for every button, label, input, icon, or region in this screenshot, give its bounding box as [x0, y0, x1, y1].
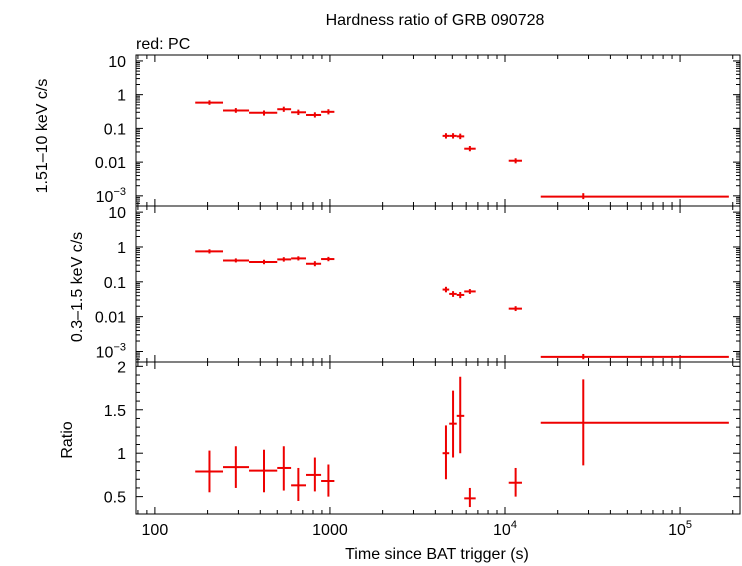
data-point — [449, 291, 457, 297]
data-point — [277, 446, 292, 491]
y-tick-label: 10 — [108, 205, 126, 222]
data-point — [540, 379, 729, 466]
data-point — [306, 261, 322, 267]
y-tick-label: 0.1 — [104, 121, 126, 138]
data-point — [249, 449, 278, 493]
data-point — [321, 464, 335, 497]
x-tick-label: 100 — [142, 522, 169, 539]
x-tick-label: 104 — [493, 519, 517, 539]
data-point — [195, 450, 224, 493]
x-tick-label: 105 — [668, 519, 692, 539]
y-tick-label: 10−3 — [96, 186, 126, 206]
data-point — [449, 390, 457, 458]
data-point — [249, 110, 278, 116]
panel-frame — [135, 205, 741, 363]
data-point — [442, 133, 450, 139]
panel-middle: 10 1 0.1 0.01 10−3 0.3–1.5 keV c/s — [69, 205, 741, 363]
y-tick-label: 1 — [117, 88, 126, 105]
data-point — [456, 376, 465, 454]
data-point — [442, 425, 450, 480]
data-point — [291, 256, 307, 261]
chart-title: Hardness ratio of GRB 090728 — [326, 12, 545, 29]
y-axis-label: Ratio — [59, 421, 76, 458]
panel-frame — [135, 54, 741, 207]
x-axis-label: Time since BAT trigger (s) — [345, 546, 529, 563]
data-point — [223, 446, 250, 488]
data-point — [277, 106, 292, 112]
data-point — [540, 193, 729, 200]
data-point — [291, 467, 307, 501]
data-point — [321, 109, 335, 115]
data-point — [456, 133, 465, 140]
panel-frame — [135, 361, 741, 515]
data-point — [508, 467, 522, 497]
panel-top: 10 1 0.1 0.01 10−3 1.51–10 keV c/s — [34, 54, 741, 207]
y-tick-label: 0.01 — [95, 155, 126, 172]
data-point — [306, 457, 322, 492]
y-tick-label: 0.01 — [95, 310, 126, 327]
data-point — [223, 258, 250, 263]
y-axis-label: 1.51–10 keV c/s — [34, 79, 51, 194]
data-point — [195, 100, 224, 105]
data-point — [195, 249, 224, 254]
y-tick-label: 0.1 — [104, 275, 126, 292]
y-tick-label: 2 — [117, 359, 126, 376]
data-point — [464, 487, 476, 508]
data-point — [442, 286, 450, 293]
y-tick-label: 1 — [117, 446, 126, 463]
data-point — [464, 146, 476, 152]
y-tick-label: 10 — [108, 54, 126, 71]
y-tick-label: 0.5 — [104, 490, 126, 507]
data-point — [540, 353, 729, 360]
data-point — [464, 289, 476, 294]
y-axis-label: 0.3–1.5 keV c/s — [69, 232, 86, 342]
data-point — [306, 112, 322, 118]
data-point — [223, 108, 250, 113]
data-point — [321, 256, 335, 262]
y-tick-label: 10−3 — [96, 342, 126, 362]
y-tick-label: 1 — [117, 240, 126, 257]
x-tick-label: 1000 — [312, 522, 348, 539]
data-point — [508, 158, 522, 164]
data-point — [249, 259, 278, 265]
data-point — [291, 109, 307, 115]
y-tick-label: 1.5 — [104, 403, 126, 420]
data-point — [277, 257, 292, 262]
data-point — [508, 306, 522, 312]
chart-subtitle: red: PC — [136, 36, 190, 53]
data-point — [449, 133, 457, 139]
data-point — [456, 292, 465, 299]
panel-bottom: 2 1.5 1 0.5 Ratio — [59, 359, 741, 515]
